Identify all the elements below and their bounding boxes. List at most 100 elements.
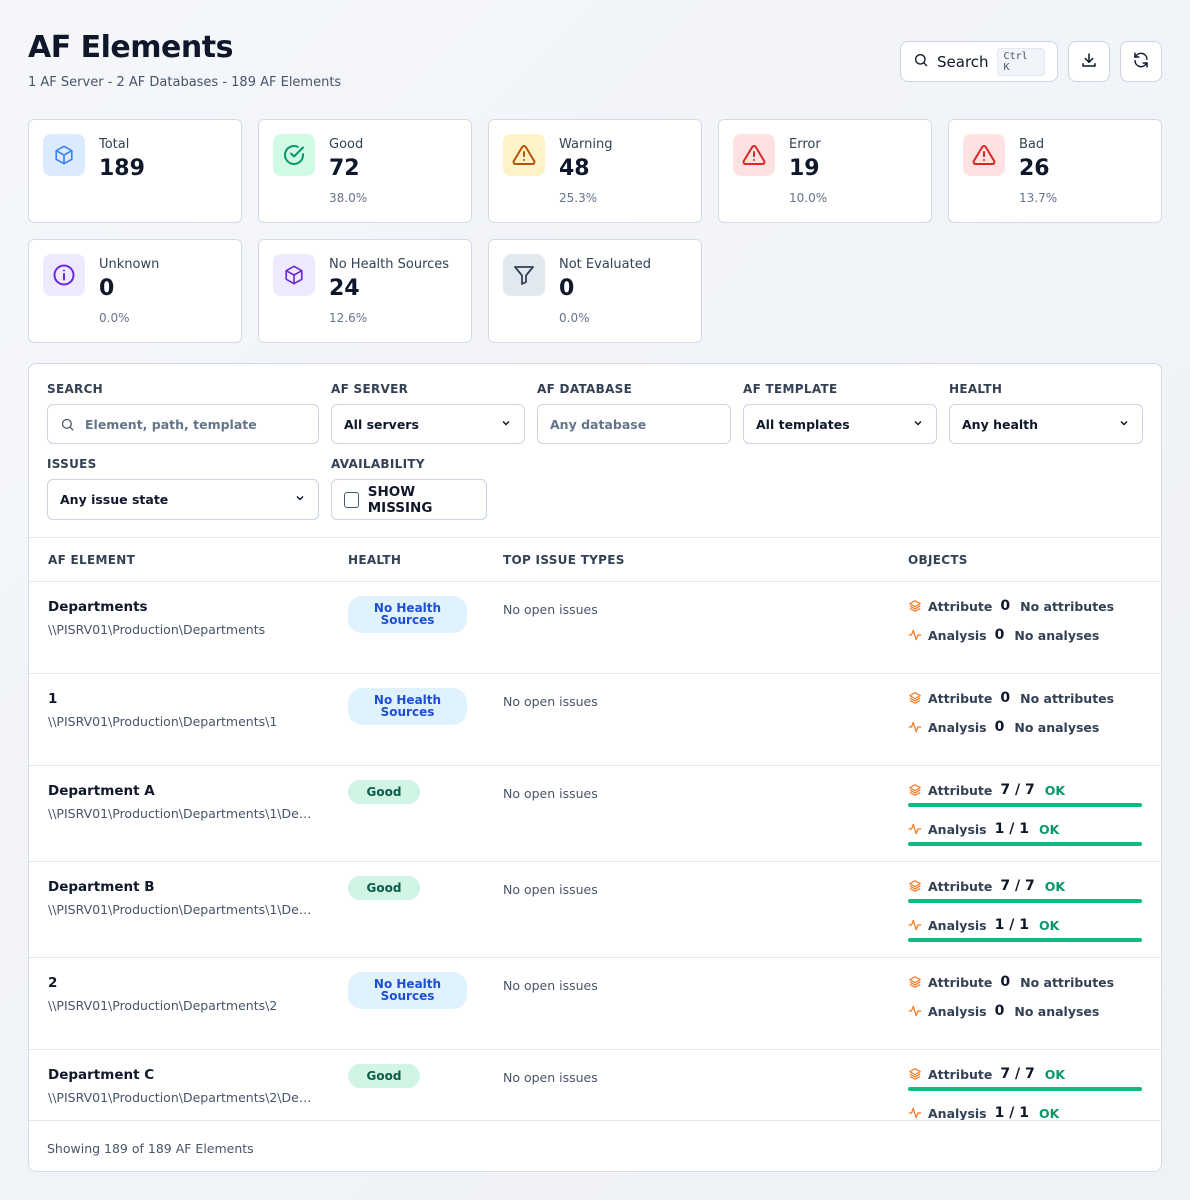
health-badge: Good	[348, 1064, 420, 1088]
attribute-label: Attribute	[928, 598, 993, 614]
pulse-icon	[908, 1106, 922, 1120]
chevron-down-icon	[912, 417, 924, 432]
filter-label-template: AF TEMPLATE	[743, 382, 838, 396]
download-button[interactable]	[1068, 41, 1110, 82]
stat-card-total[interactable]: Total 189	[28, 119, 242, 223]
column-header-element[interactable]: AF ELEMENT	[48, 553, 136, 567]
health-badge: Good	[348, 780, 420, 804]
layers-icon	[908, 783, 922, 797]
chevron-down-icon	[1118, 417, 1130, 432]
layers-icon	[908, 975, 922, 989]
stat-value: 19	[789, 156, 820, 181]
stat-card-not-evaluated[interactable]: Not Evaluated 0 0.0%	[488, 239, 702, 343]
attribute-summary: Attribute 0 No attributes	[908, 598, 1114, 614]
template-select[interactable]: All templates	[743, 404, 937, 444]
attribute-summary: Attribute 7 / 7 OK	[908, 878, 1065, 894]
element-name[interactable]: Department B	[48, 879, 155, 895]
table-row[interactable]: 2 \\PISRV01\Production\Departments\2 No …	[29, 958, 1161, 1050]
analysis-summary: Analysis 1 / 1 OK	[908, 917, 1059, 933]
stat-percent: 12.6%	[329, 311, 368, 325]
stat-label: No Health Sources	[329, 257, 450, 272]
attribute-progress-fill	[908, 1087, 1142, 1091]
page-title: AF Elements	[28, 30, 233, 65]
stat-value: 0	[99, 276, 115, 301]
analysis-progress-fill	[908, 842, 1142, 846]
show-missing-checkbox[interactable]	[344, 491, 359, 508]
top-issues: No open issues	[503, 882, 598, 897]
analysis-progress-fill	[908, 938, 1142, 942]
element-path: \\PISRV01\Production\Departments\1\Depar…	[48, 806, 318, 821]
analysis-summary: Analysis 0 No analyses	[908, 719, 1099, 735]
table-row[interactable]: 1 \\PISRV01\Production\Departments\1 No …	[29, 674, 1161, 766]
table-row[interactable]: Department A \\PISRV01\Production\Depart…	[29, 766, 1161, 862]
stat-label: Warning	[559, 137, 613, 152]
analysis-status: OK	[1038, 1105, 1060, 1121]
analysis-summary: Analysis 1 / 1 OK	[908, 821, 1059, 837]
table-body: Departments \\PISRV01\Production\Departm…	[29, 582, 1161, 1121]
filter-label-search: SEARCH	[47, 382, 104, 396]
attribute-label: Attribute	[928, 974, 993, 990]
page-header: AF Elements 1 AF Server - 2 AF Databases…	[28, 30, 341, 90]
stat-label: Good	[329, 137, 364, 152]
elements-table: AF ELEMENT HEALTH TOP ISSUE TYPES OBJECT…	[29, 537, 1161, 1121]
column-header-issues[interactable]: TOP ISSUE TYPES	[503, 553, 625, 567]
element-name[interactable]: 1	[48, 691, 58, 707]
table-row[interactable]: Department B \\PISRV01\Production\Depart…	[29, 862, 1161, 958]
chevron-down-icon	[500, 417, 512, 432]
analysis-count: 0	[994, 1003, 1005, 1019]
analysis-label: Analysis	[928, 627, 987, 643]
analysis-progress-bar	[908, 938, 1142, 942]
analysis-count: 0	[994, 719, 1005, 735]
table-row[interactable]: Departments \\PISRV01\Production\Departm…	[29, 582, 1161, 674]
attribute-summary: Attribute 0 No attributes	[908, 974, 1114, 990]
database-input[interactable]: Any database	[537, 404, 731, 444]
element-name[interactable]: Department C	[48, 1067, 155, 1083]
cube-icon	[273, 254, 315, 296]
stat-card-good[interactable]: Good 72 38.0%	[258, 119, 472, 223]
database-input-placeholder: Any database	[550, 416, 647, 432]
header-actions: Search Ctrl K	[900, 41, 1162, 82]
element-path: \\PISRV01\Production\Departments\2	[48, 998, 278, 1013]
stat-card-bad[interactable]: Bad 26 13.7%	[948, 119, 1162, 223]
stat-label: Not Evaluated	[559, 257, 651, 272]
server-select[interactable]: All servers	[331, 404, 525, 444]
element-name[interactable]: 2	[48, 975, 58, 991]
attribute-progress-fill	[908, 899, 1142, 903]
attribute-summary: Attribute 7 / 7 OK	[908, 782, 1065, 798]
pulse-icon	[908, 628, 922, 642]
table-row[interactable]: Department C \\PISRV01\Production\Depart…	[29, 1050, 1161, 1121]
stat-percent: 13.7%	[1019, 191, 1058, 205]
stat-percent: 25.3%	[559, 191, 598, 205]
global-search-button[interactable]: Search Ctrl K	[900, 41, 1058, 82]
elements-panel: SEARCH Element, path, template AF SERVER…	[28, 363, 1162, 1172]
column-header-health[interactable]: HEALTH	[348, 553, 402, 567]
attribute-label: Attribute	[928, 878, 993, 894]
stat-card-no-health-sources[interactable]: No Health Sources 24 12.6%	[258, 239, 472, 343]
stat-percent: 0.0%	[559, 311, 590, 325]
template-select-value: All templates	[756, 416, 850, 432]
stat-card-warning[interactable]: Warning 48 25.3%	[488, 119, 702, 223]
stat-label: Error	[789, 137, 821, 152]
column-header-objects[interactable]: OBJECTS	[908, 553, 968, 567]
layers-icon	[908, 879, 922, 893]
search-shortcut: Ctrl K	[996, 47, 1045, 76]
stat-value: 0	[559, 276, 575, 301]
pulse-icon	[908, 918, 922, 932]
show-missing-toggle[interactable]: SHOW MISSING	[331, 479, 487, 520]
analysis-count: 1 / 1	[994, 821, 1029, 837]
element-name[interactable]: Department A	[48, 783, 155, 799]
server-select-value: All servers	[344, 416, 419, 432]
stat-label: Unknown	[99, 257, 160, 272]
search-input[interactable]: Element, path, template	[47, 404, 319, 444]
analysis-progress-bar	[908, 842, 1142, 846]
filter-bar: SEARCH Element, path, template AF SERVER…	[47, 382, 1145, 542]
element-name[interactable]: Departments	[48, 599, 148, 615]
stat-card-unknown[interactable]: Unknown 0 0.0%	[28, 239, 242, 343]
health-select[interactable]: Any health	[949, 404, 1143, 444]
element-path: \\PISRV01\Production\Departments\1\Depar…	[48, 902, 318, 917]
issues-select[interactable]: Any issue state	[47, 479, 319, 520]
refresh-button[interactable]	[1120, 41, 1162, 82]
filter-icon	[503, 254, 545, 296]
stat-card-error[interactable]: Error 19 10.0%	[718, 119, 932, 223]
download-icon	[1080, 51, 1098, 73]
